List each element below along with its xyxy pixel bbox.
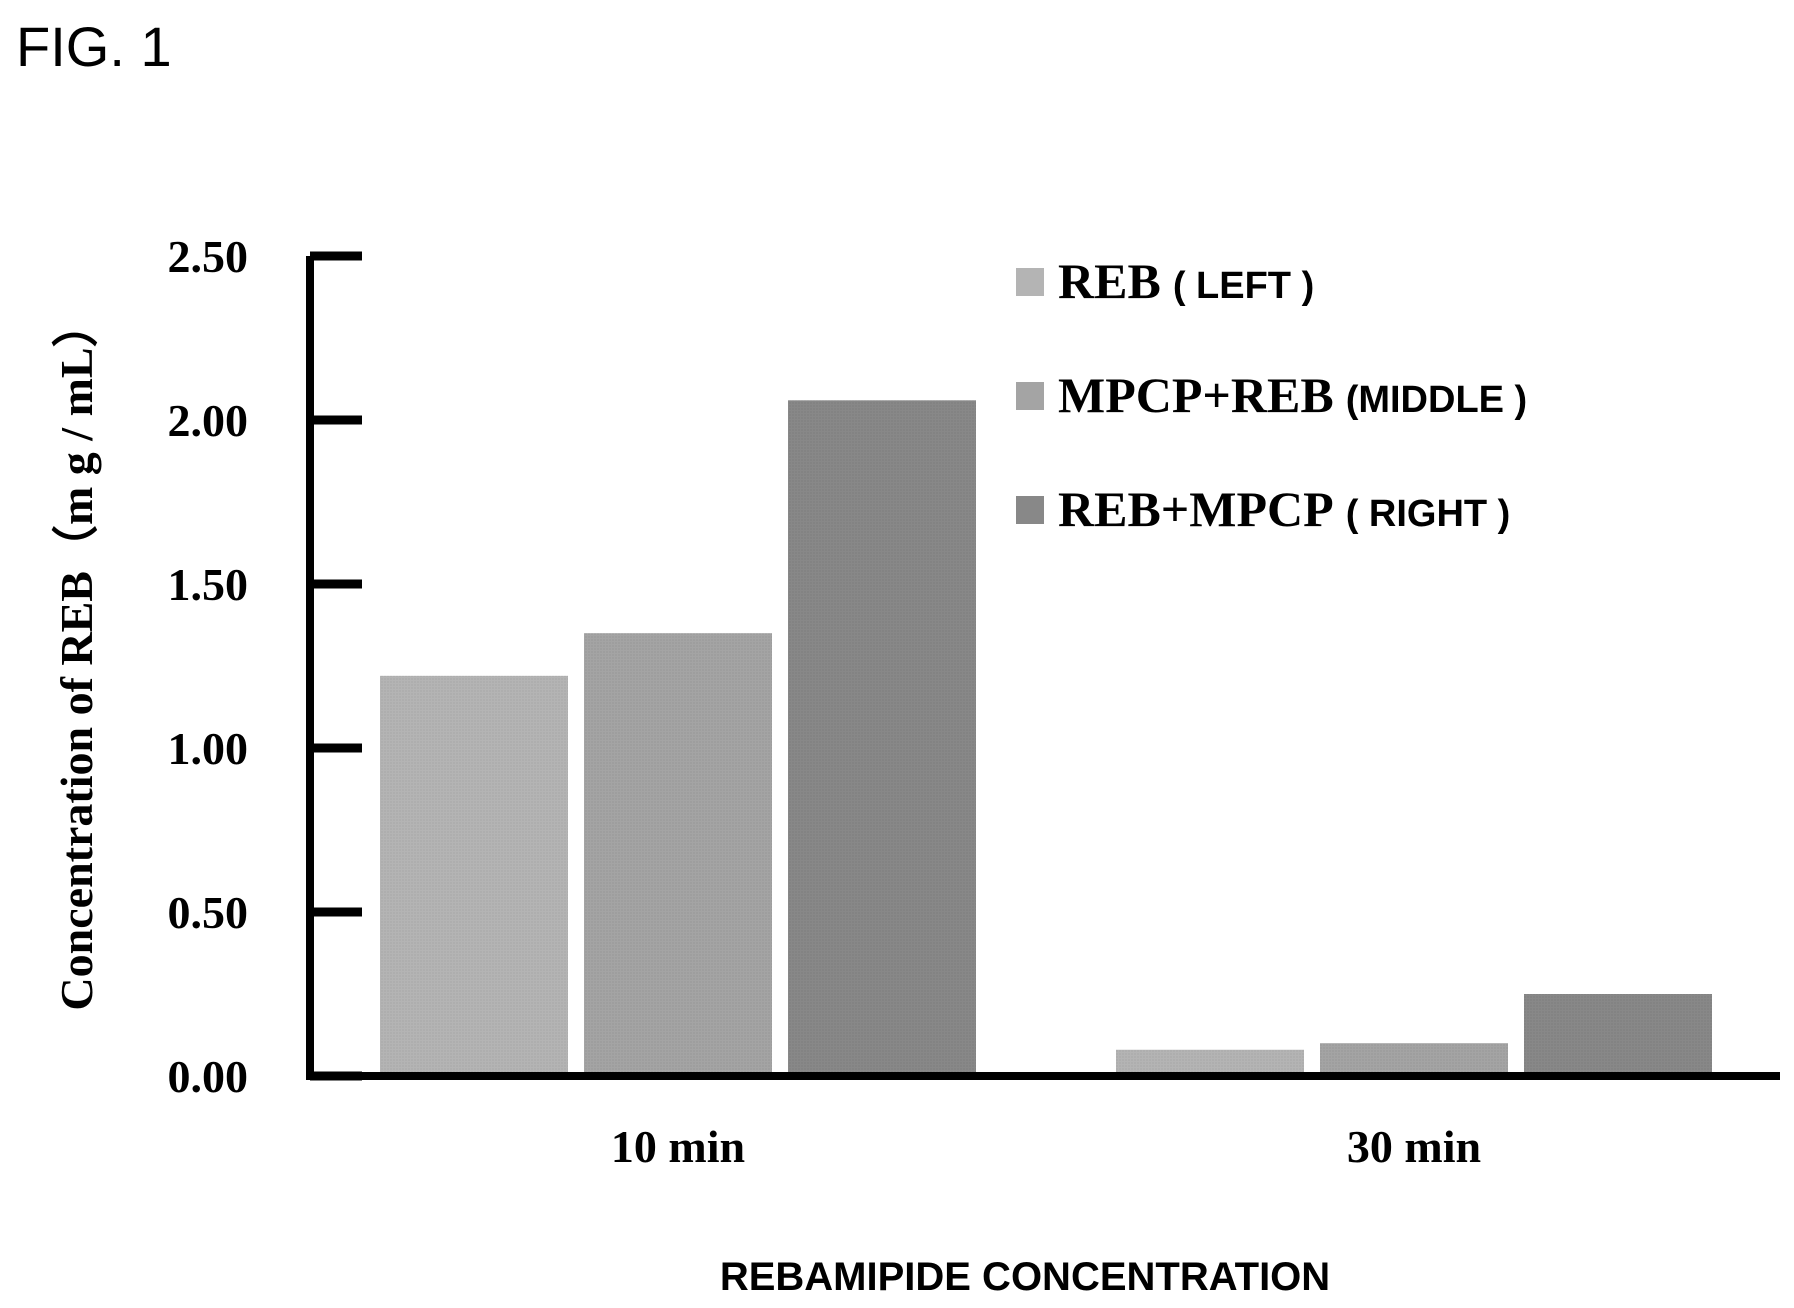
legend-label: REB ( LEFT ) bbox=[1058, 253, 1314, 309]
bars-group bbox=[380, 400, 1712, 1076]
x-categories-group: 10 min 30 min bbox=[611, 1121, 1481, 1172]
legend-swatch bbox=[1016, 382, 1044, 410]
y-tick-label: 1.50 bbox=[168, 559, 249, 610]
legend-swatch bbox=[1016, 268, 1044, 296]
x-axis-label: REBAMIPIDE CONCENTRATION bbox=[720, 1255, 1330, 1299]
y-tick-label: 0.00 bbox=[168, 1051, 249, 1102]
axes-group bbox=[306, 256, 1780, 1080]
x-category-label: 30 min bbox=[1347, 1121, 1481, 1172]
legend-swatch bbox=[1016, 496, 1044, 524]
y-axis-label: Concentration of REB（m g / mL） bbox=[51, 301, 102, 1010]
legend: REB ( LEFT ) MPCP+REB (MIDDLE ) REB+MPCP ( RI… bbox=[1016, 253, 1527, 537]
y-tick-label: 2.00 bbox=[168, 395, 249, 446]
x-category-label: 10 min bbox=[611, 1121, 745, 1172]
y-tick-label: 2.50 bbox=[168, 231, 249, 282]
legend-series-name: REB+MPCP bbox=[1058, 481, 1334, 537]
legend-series-name: MPCP+REB bbox=[1058, 367, 1334, 423]
bar-texture bbox=[1116, 1049, 1304, 1076]
legend-label: REB+MPCP ( RIGHT ) bbox=[1058, 481, 1510, 537]
figure-label: FIG. 1 bbox=[16, 15, 172, 78]
bar-texture bbox=[584, 633, 772, 1076]
bar-texture bbox=[1320, 1043, 1508, 1076]
bar-texture bbox=[380, 675, 568, 1076]
legend-series-position: ( LEFT ) bbox=[1173, 265, 1314, 307]
y-tick-label: 1.00 bbox=[168, 723, 249, 774]
legend-series-name: REB bbox=[1058, 253, 1161, 309]
legend-series-position: ( RIGHT ) bbox=[1346, 493, 1511, 535]
bar-texture bbox=[788, 400, 976, 1076]
legend-label: MPCP+REB (MIDDLE ) bbox=[1058, 367, 1527, 423]
bar-texture bbox=[1524, 994, 1712, 1076]
legend-series-position: (MIDDLE ) bbox=[1346, 379, 1528, 421]
y-ticks-group: 0.00 0.50 1.00 1.50 2.00 2.50 bbox=[168, 231, 362, 1102]
y-tick-label: 0.50 bbox=[168, 887, 249, 938]
